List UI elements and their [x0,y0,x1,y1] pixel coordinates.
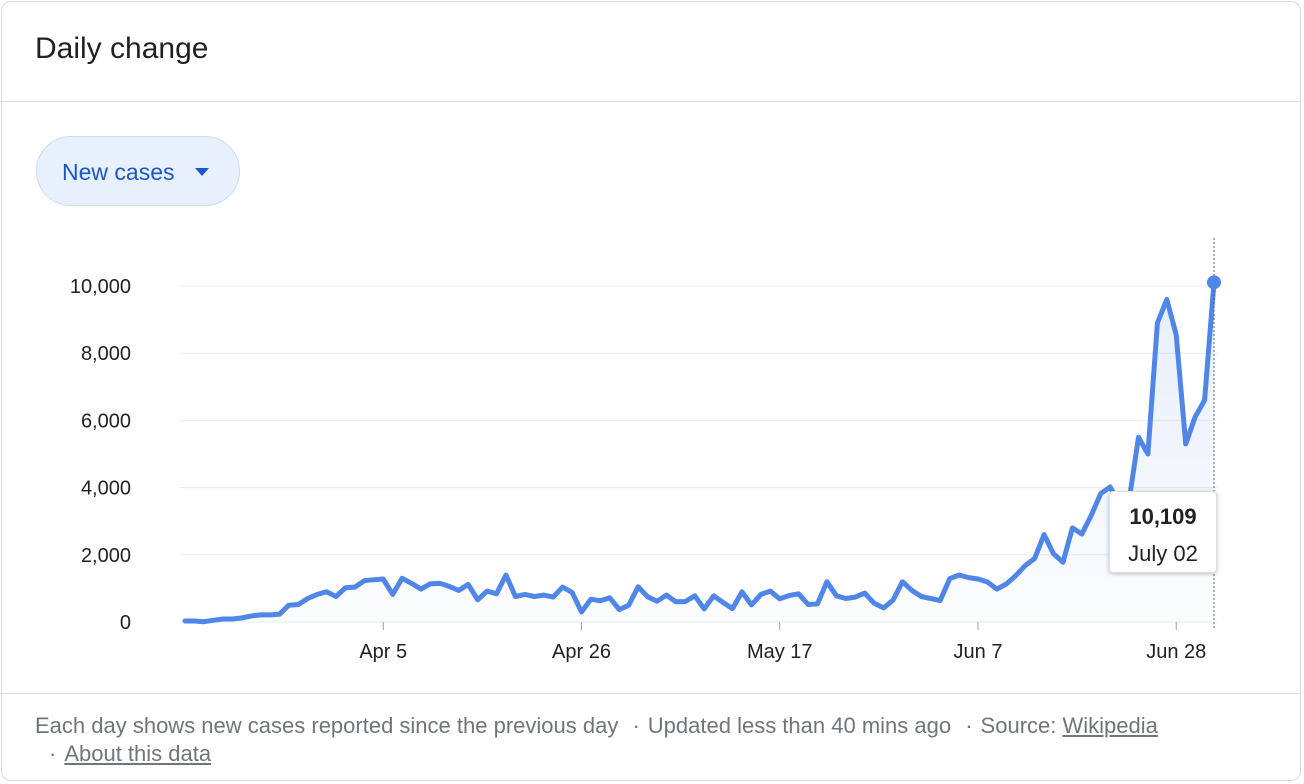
highlighted-point [1207,275,1221,290]
x-tick-label: Jun 28 [1146,641,1206,663]
series-line [182,279,1217,625]
footer-description: Each day shows new cases reported since … [35,713,619,738]
y-tick-label: 8,000 [81,343,131,365]
about-data-link[interactable]: About this data [64,741,212,766]
x-tick-label: May 17 [747,641,813,663]
footer-separator: · [965,713,973,738]
footer-source-label: Source: [980,713,1057,738]
x-axis: Apr 5 Apr 26 May 17 Jun 7 Jun 28 [359,622,1206,663]
metric-dropdown[interactable]: New cases [36,136,240,206]
y-tick-label: 10,000 [70,276,131,298]
x-tick-label: Apr 26 [552,641,611,663]
x-tick-label: Jun 7 [954,641,1003,663]
x-tick-label: Apr 5 [359,641,407,663]
footer-separator: · [632,713,640,738]
series-area [185,282,1214,622]
line-chart: 0 2,000 4,000 6,000 8,000 10,000 Apr 5 Apr 26 M… [70,238,1221,663]
card-footer: Each day shows new cases reported since … [35,712,1275,768]
y-tick-label: 4,000 [81,478,131,500]
card-title: Daily change [35,32,209,65]
footer-updated: Updated less than 40 mins ago [647,713,952,738]
y-tick-label: 2,000 [81,545,131,567]
series-group [182,238,1221,630]
footer-separator: · [49,741,57,766]
tooltip-value: 10,109 [1129,504,1197,529]
source-wikipedia-link[interactable]: Wikipedia [1062,713,1158,738]
metric-dropdown-label: New cases [62,159,175,185]
tooltip-date: July 02 [1128,541,1198,566]
chart-tooltip: 10,109 July 02 [1109,491,1217,573]
y-tick-label: 0 [120,612,131,634]
caret-down-icon [195,168,209,176]
y-axis: 0 2,000 4,000 6,000 8,000 10,000 [70,276,131,634]
y-tick-label: 6,000 [81,410,131,432]
footer-divider [2,693,1300,694]
card-header: Daily change [2,2,1300,102]
